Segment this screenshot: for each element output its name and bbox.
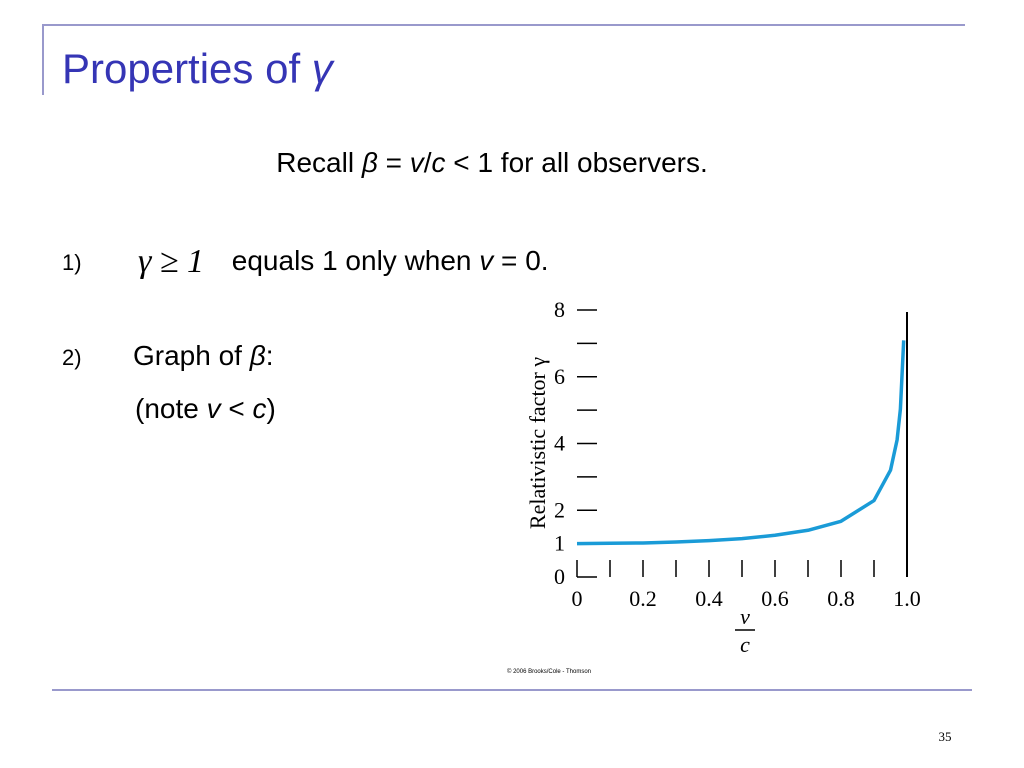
- y-tick-label: 6: [554, 364, 565, 389]
- y-axis-label: Relativistic factor γ: [525, 357, 550, 529]
- text: /: [424, 147, 432, 178]
- x-tick-label: 0.8: [827, 586, 855, 611]
- text: <: [221, 393, 253, 424]
- item-text: Graph of β:: [133, 340, 274, 371]
- symbol: v: [479, 245, 495, 276]
- item-number: 1): [62, 250, 82, 275]
- symbol: β: [361, 147, 378, 178]
- y-tick-label: 4: [554, 431, 565, 456]
- y-tick-label: 0: [554, 564, 565, 589]
- item-text: (note v < c): [135, 393, 276, 424]
- symbol: v: [410, 147, 426, 178]
- y-tick-label: 8: [554, 297, 565, 322]
- title-text: Properties of: [62, 45, 312, 92]
- page-number: 35: [939, 729, 952, 744]
- x-tick-label: 0.4: [695, 586, 723, 611]
- x-tick-label: 0.6: [761, 586, 789, 611]
- text: (note: [135, 393, 207, 424]
- title-symbol: γ: [312, 45, 335, 92]
- text: :: [266, 340, 274, 371]
- text: equals 1 only when: [224, 245, 479, 276]
- symbol: v: [207, 393, 223, 424]
- y-tick-label: 2: [554, 497, 565, 522]
- symbol: c: [432, 147, 446, 178]
- x-tick-label: 1.0: [893, 586, 921, 611]
- slide-title: Properties of γ: [62, 45, 335, 92]
- recall-line: Recall β = v/c < 1 for all observers.: [276, 147, 708, 178]
- text: Recall: [276, 147, 362, 178]
- x-tick-label: 0.2: [629, 586, 657, 611]
- text: ): [267, 393, 276, 424]
- x-label-denominator: c: [740, 632, 750, 657]
- text: Graph of: [133, 340, 250, 371]
- y-tick-label: 1: [554, 531, 565, 556]
- item-text: equals 1 only when v = 0.: [224, 245, 549, 276]
- formula: γ ≥ 1: [138, 243, 204, 280]
- symbol: c: [253, 393, 267, 424]
- text: = 0.: [493, 245, 548, 276]
- credit: © 2006 Brooks/Cole - Thomson: [507, 668, 591, 675]
- item-number: 2): [62, 345, 82, 370]
- x-tick-label: 0: [572, 586, 583, 611]
- data-line: [576, 340, 906, 546]
- x-label-numerator: v: [740, 604, 750, 629]
- text: =: [378, 147, 410, 178]
- text: < 1 for all observers.: [446, 147, 708, 178]
- symbol: β: [249, 340, 266, 371]
